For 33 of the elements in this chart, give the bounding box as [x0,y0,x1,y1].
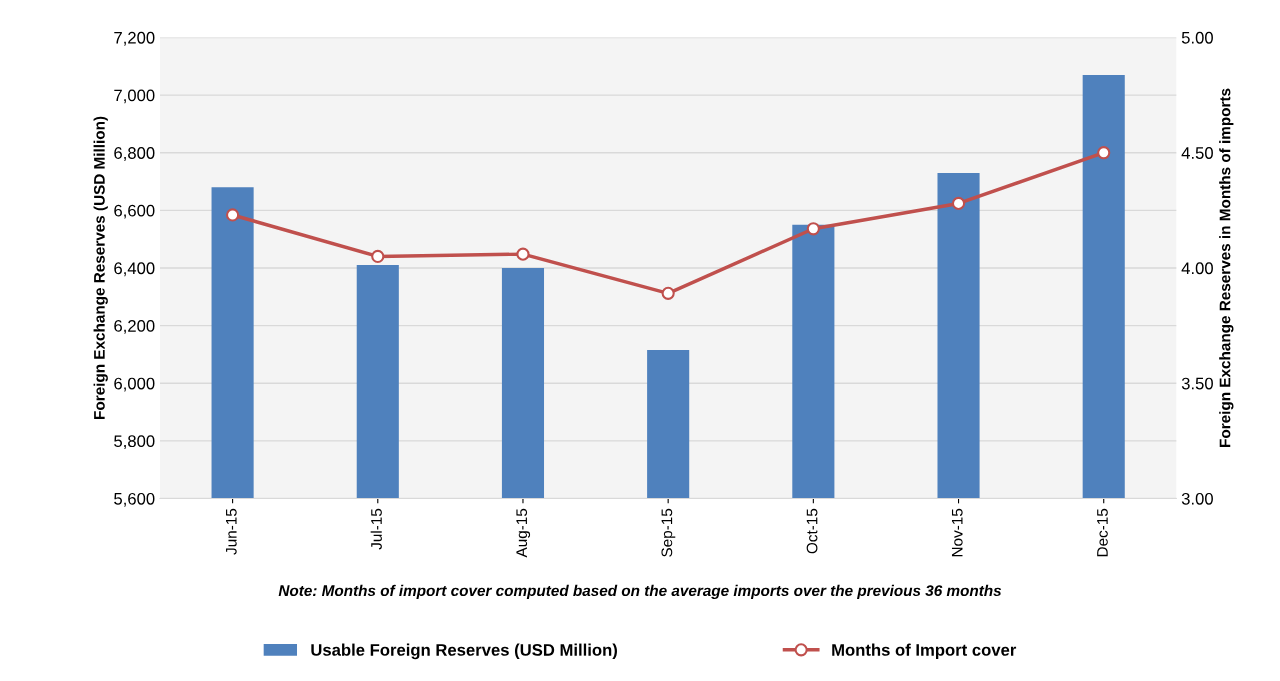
y-tick-label: 7,200 [114,31,155,46]
x-tick-label: Dec-15 [1097,508,1108,557]
y-tick-label: 6,000 [114,377,155,392]
x-tick-label: Jul-15 [370,508,382,550]
x-tick-label: Jun-15 [226,508,237,555]
point [226,208,240,222]
point [951,196,966,211]
y-tick-label: 6,400 [114,262,155,277]
y-tick-label: 6,600 [114,204,155,219]
y-tick-label: 5,600 [114,492,155,507]
y-tick-label: 6,800 [114,147,155,161]
y-axis-title: Foreign Exchange Reserves (USD Million) [93,116,108,419]
point [516,247,530,261]
x-tick-label: Oct-15 [806,508,818,554]
y2-tick-label: 5.00 [1181,31,1213,44]
y-tick-label: 6,200 [114,320,155,334]
x-tick-label: Sep-15 [661,508,676,557]
y2-tick-label: 4.50 [1181,147,1213,159]
point [371,249,385,264]
x-tick-label: Aug-15 [516,508,531,558]
y-tick-label: 5,800 [114,435,155,450]
text: Note: Months of import cover computed based on the average imports over the previous 36 months [278,584,1002,600]
y2-tick-label: 3.50 [1181,377,1213,390]
x-tick-label: Nov-15 [951,508,963,557]
legend-label: Usable Foreign Reserves (USD Million) [311,643,617,660]
legend-label: Months of Import cover [832,643,1017,660]
y2-tick-label: 4.00 [1181,262,1213,275]
y2-axis-title: Foreign Exchange Reserves in Months of imports [1219,88,1234,447]
point [1097,146,1111,160]
y-tick-label: 7,000 [114,89,155,104]
y2-tick-label: 3.00 [1181,492,1213,505]
point [806,222,820,236]
point [661,286,675,300]
